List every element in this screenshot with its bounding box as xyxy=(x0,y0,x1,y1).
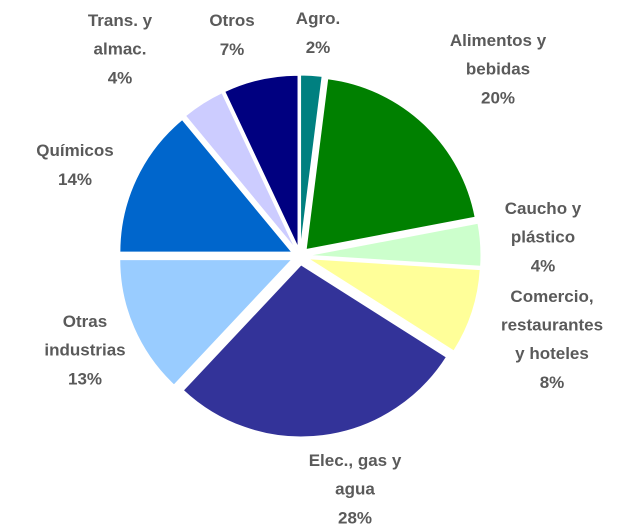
category-label: Comercio, restaurantes y hoteles xyxy=(501,287,603,363)
value-label: 20% xyxy=(481,88,515,107)
value-label: 7% xyxy=(220,40,245,59)
category-label: Químicos xyxy=(36,141,113,160)
pie-slice xyxy=(300,74,323,248)
label-line: Otros xyxy=(209,11,254,30)
category-label: Alimentos y bebidas xyxy=(450,31,547,79)
label-line: Agro. xyxy=(296,9,340,28)
value-label: 4% xyxy=(531,256,556,275)
label-line: bebidas xyxy=(466,60,530,79)
value-label: 13% xyxy=(68,369,102,388)
label-line: Alimentos y xyxy=(450,31,547,50)
category-label: Otros xyxy=(209,11,254,30)
label-line: Comercio, xyxy=(510,287,593,306)
pie-slice xyxy=(308,258,481,352)
pie-slice xyxy=(119,259,293,386)
pie-slice xyxy=(305,78,476,251)
label-line: Elec., gas y xyxy=(309,451,402,470)
value-label: 2% xyxy=(306,38,331,57)
category-label: Trans. y almac. xyxy=(88,11,153,59)
category-label: Otras industrias xyxy=(44,312,125,360)
label-line: Caucho y xyxy=(505,199,582,218)
category-label: Elec., gas y agua xyxy=(309,451,402,499)
value-label: 14% xyxy=(58,170,92,189)
pie-slice xyxy=(224,74,299,248)
label-line: agua xyxy=(335,480,375,499)
label-line: y hoteles xyxy=(515,344,589,363)
label-line: almac. xyxy=(94,40,147,59)
value-label: 28% xyxy=(338,508,372,527)
pie-slice xyxy=(184,92,296,249)
label-line: plástico xyxy=(511,228,575,247)
label-line: restaurantes xyxy=(501,316,603,335)
label-line: Químicos xyxy=(36,141,113,160)
category-label: Caucho y plástico xyxy=(505,199,582,247)
value-label: 8% xyxy=(540,373,565,392)
label-line: industrias xyxy=(44,341,125,360)
category-label: Agro. xyxy=(296,9,340,28)
value-label: 4% xyxy=(108,68,133,87)
pie-slice xyxy=(182,264,448,438)
pie-slice xyxy=(119,118,293,253)
label-line: Trans. y xyxy=(88,11,153,30)
pie-slice xyxy=(308,222,482,267)
label-line: Otras xyxy=(63,312,107,331)
